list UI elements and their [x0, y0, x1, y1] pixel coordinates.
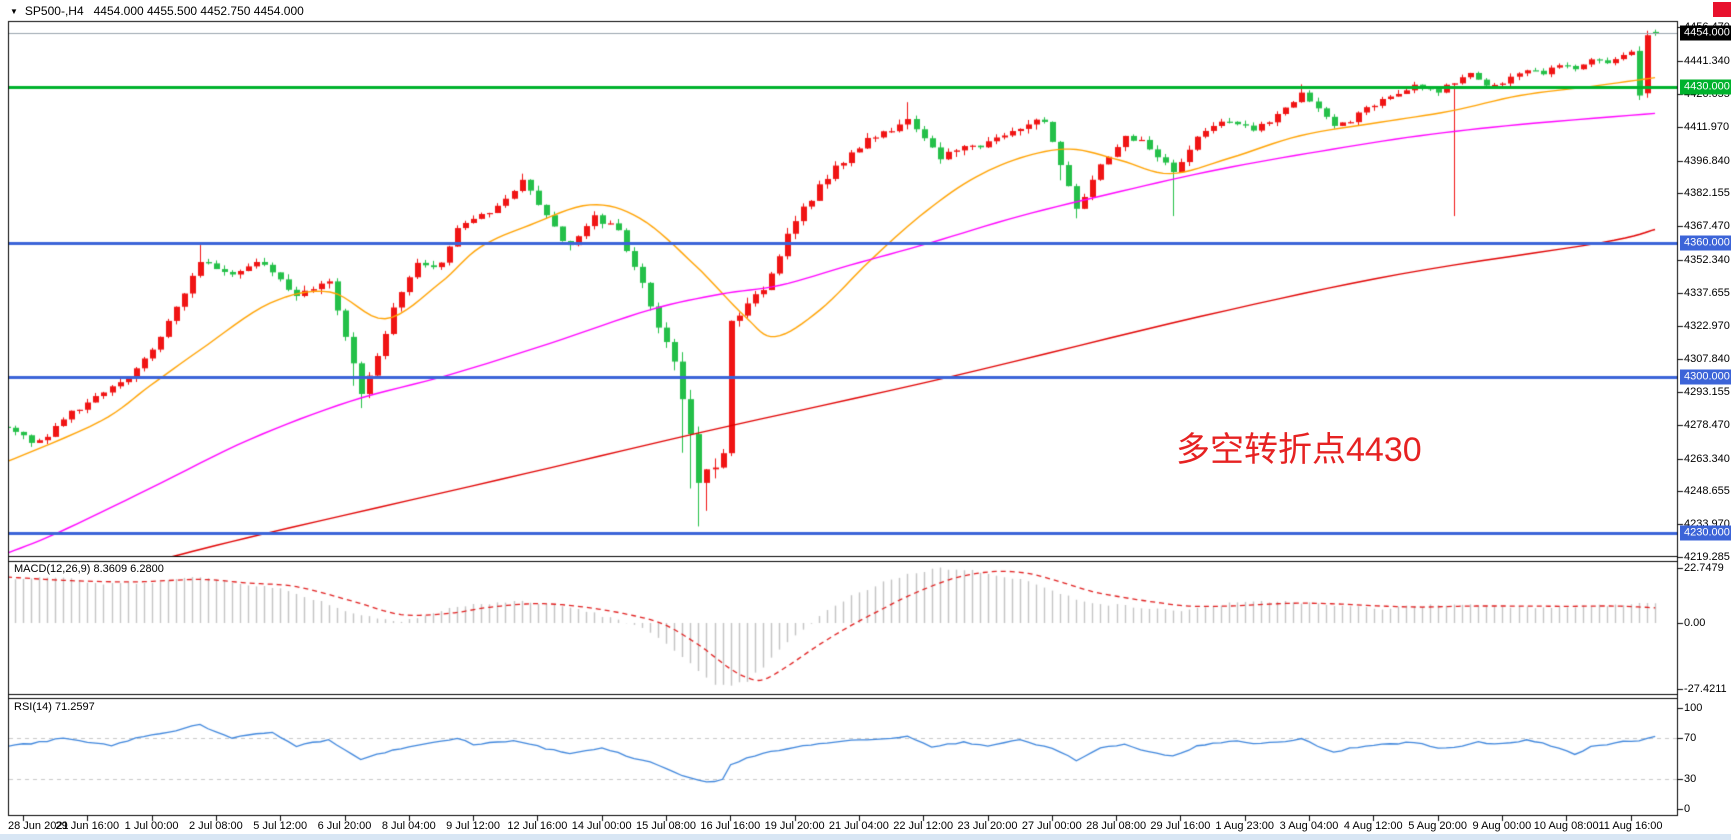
price-axis-tick-label: 4248.655 [1684, 485, 1730, 498]
time-axis-label: 5 Aug 20:00 [1408, 820, 1467, 832]
price-axis-tick-label: 4367.470 [1684, 220, 1730, 233]
time-axis-label: 9 Jul 12:00 [446, 820, 501, 832]
rsi-axis-tick-label: 0 [1684, 803, 1691, 815]
time-axis-label: 3 Aug 04:00 [1279, 820, 1339, 832]
price-axis-tick-label: 4382.155 [1684, 187, 1730, 200]
one-click-trading-arrow-icon[interactable]: ▼ [10, 6, 18, 16]
price-axis-tick-label: 4219.285 [1684, 551, 1730, 564]
time-axis-label: 2 Jul 08:00 [188, 820, 243, 832]
price-axis-tick-label: 4337.655 [1684, 286, 1730, 299]
price-level-label[interactable]: 4454.000 [1680, 25, 1731, 41]
ohlc-values: 4454.000 4455.500 4452.750 4454.000 [93, 4, 304, 18]
time-axis-label: 9 Aug 00:00 [1472, 820, 1532, 832]
price-level-label[interactable]: 4230.000 [1680, 525, 1731, 541]
time-axis-label: 10 Aug 08:00 [1533, 820, 1599, 832]
price-axis-tick-label: 4278.470 [1684, 418, 1730, 431]
rsi-axis-tick-label: 70 [1684, 732, 1697, 745]
macd-axis-tick-label: -27.4211 [1684, 683, 1727, 696]
price-axis-tick-label: 4322.970 [1684, 319, 1730, 332]
time-axis-label: 6 Jul 20:00 [317, 820, 372, 832]
price-axis-tick-label: 4293.155 [1684, 386, 1730, 399]
time-axis-label: 28 Jul 08:00 [1086, 820, 1147, 832]
time-axis-label: 21 Jul 04:00 [828, 820, 889, 832]
time-axis-label: 29 Jul 16:00 [1150, 820, 1211, 832]
time-axis-label: 1 Aug 23:00 [1215, 820, 1275, 832]
price-axis-tick-label: 4263.340 [1684, 452, 1730, 465]
price-axis-tick-label: 4307.840 [1684, 353, 1730, 366]
time-axis-label: 27 Jul 00:00 [1021, 820, 1082, 832]
time-axis-label: 23 Jul 20:00 [957, 820, 1018, 832]
time-axis-label: 19 Jul 20:00 [764, 820, 825, 832]
time-axis-label: 11 Aug 16:00 [1598, 820, 1663, 832]
macd-axis-tick-label: 0.00 [1684, 617, 1706, 629]
price-axis-tick-label: 4352.340 [1684, 253, 1730, 266]
price-axis-tick-label: 4441.340 [1684, 55, 1730, 68]
chart-annotation-text: 多空转折点4430 [1176, 431, 1422, 469]
time-axis-label: 14 Jul 00:00 [571, 820, 632, 832]
time-axis-label: 15 Jul 08:00 [636, 820, 696, 832]
rsi-axis-tick-label: 100 [1684, 702, 1703, 714]
macd-axis-tick-label: 22.7479 [1684, 561, 1724, 574]
price-level-label[interactable]: 4360.000 [1680, 235, 1731, 251]
price-axis-tick-label: 4396.840 [1684, 154, 1730, 167]
time-axis-label: 4 Aug 12:00 [1343, 820, 1403, 832]
chart-title-bar: ▼ SP500-,H4 4454.000 4455.500 4452.750 4… [10, 3, 304, 19]
time-axis-label: 29 Jun 16:00 [55, 820, 120, 832]
price-axis-tick-label: 4411.970 [1684, 120, 1730, 133]
time-axis-label: 28 Jun 2021 [8, 820, 69, 832]
price-level-label[interactable]: 4300.000 [1680, 369, 1731, 385]
time-axis-label: 12 Jul 16:00 [507, 820, 568, 832]
time-axis-label: 5 Jul 12:00 [253, 820, 308, 832]
time-axis-label: 1 Jul 00:00 [124, 820, 179, 832]
time-axis-label: 8 Jul 04:00 [381, 820, 436, 832]
close-button-fragment[interactable] [1713, 2, 1731, 17]
time-axis-label: 22 Jul 12:00 [893, 820, 954, 832]
price-level-label[interactable]: 4430.000 [1680, 79, 1731, 95]
time-axis-label: 16 Jul 16:00 [700, 820, 761, 832]
rsi-axis-tick-label: 30 [1684, 772, 1697, 785]
symbol-period-label: SP500-,H4 [24, 4, 84, 18]
rsi-indicator-label: RSI(14) 71.2597 [14, 701, 95, 713]
macd-indicator-label: MACD(12,26,9) 8.3609 6.2800 [14, 563, 164, 575]
bottom-strip [0, 834, 1731, 840]
